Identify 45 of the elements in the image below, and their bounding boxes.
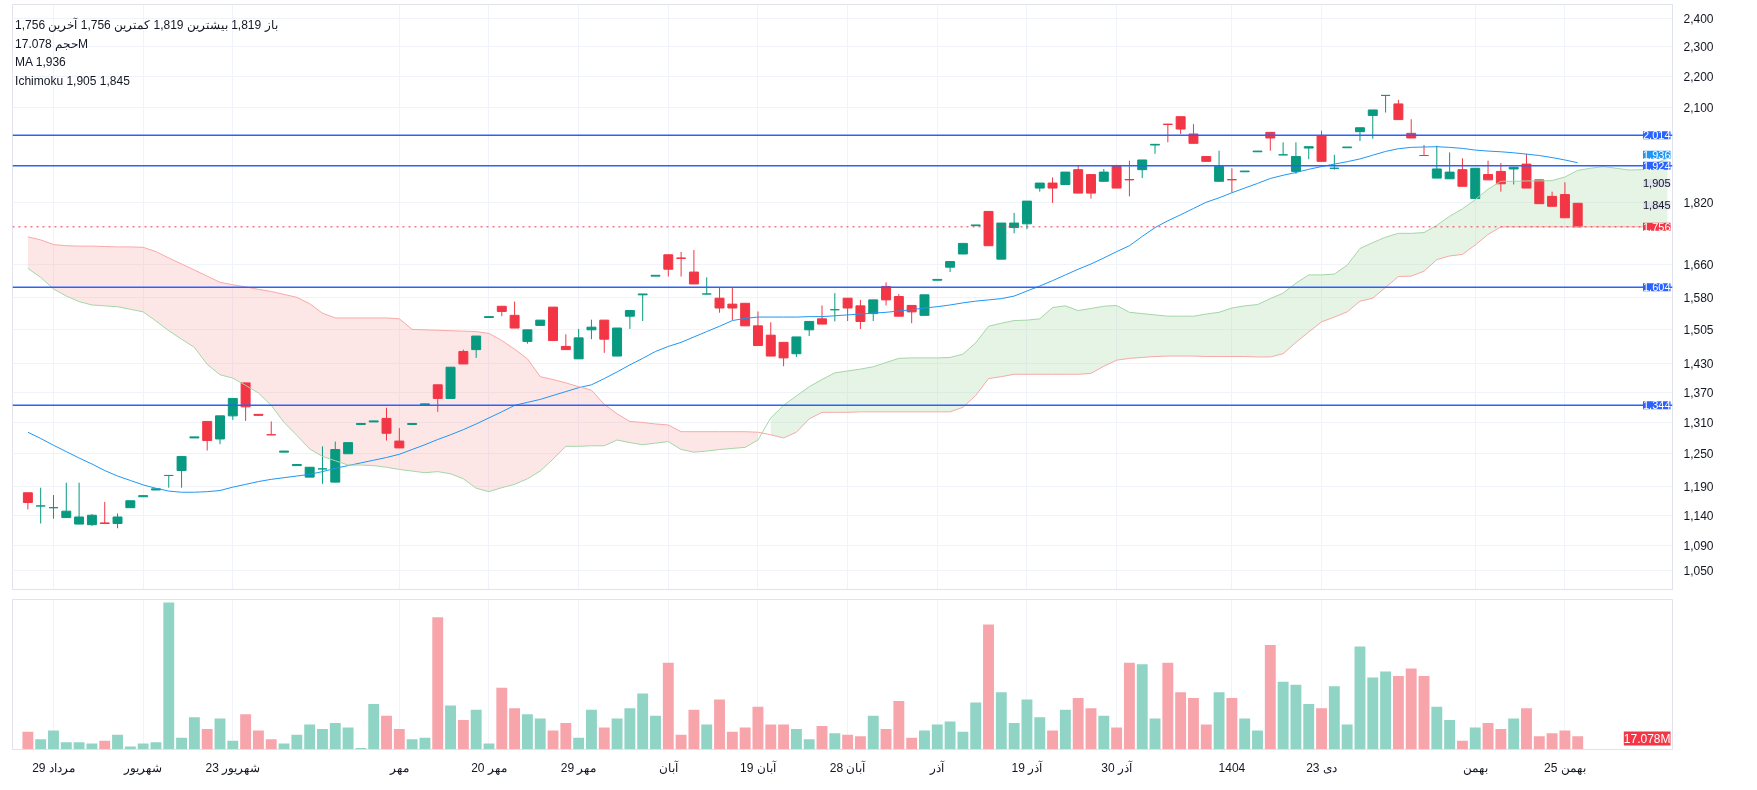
- y-tick-label: 2,100: [1683, 100, 1714, 115]
- annotation: حجم 17.078M: [15, 36, 89, 51]
- x-tick-label: 19 آبان: [740, 759, 777, 775]
- ref-line-label: 1,344: [1642, 399, 1671, 412]
- y-tick-label: 1,140: [1683, 508, 1714, 523]
- x-tick-label: آبان: [658, 759, 679, 775]
- x-tick-label: 20 مهر: [471, 760, 507, 775]
- x-tick-label: مهر: [388, 760, 409, 775]
- x-tick-label: دی 23: [1306, 760, 1337, 775]
- ref-line-label: 2,014: [1642, 129, 1671, 142]
- x-tick-label: 23 شهریور: [205, 760, 261, 775]
- y-tick-label: 1,580: [1683, 290, 1714, 305]
- x-tick-label: 28 آبان: [829, 759, 867, 775]
- y-tick-label: 1,820: [1683, 196, 1714, 211]
- x-tick-label: 29 مرداد: [32, 760, 75, 775]
- text: باز 1,819 بیشترین 1,819 کمترین 1,756 آخرین 1,756: [15, 16, 278, 32]
- x-tick-label: بهمن: [1462, 760, 1488, 775]
- y-tick-label: 2,300: [1683, 40, 1714, 55]
- y-tick-label: 1,250: [1683, 447, 1714, 462]
- y-tick-label: 2,400: [1683, 11, 1714, 26]
- y-tick-label: 1,310: [1683, 415, 1714, 430]
- x-tick-label: بهمن 25: [1544, 760, 1586, 775]
- x-tick-label: 1404: [1218, 760, 1246, 775]
- ref-line-label: 1,604: [1642, 281, 1671, 294]
- y-tick-label: 1,050: [1683, 563, 1714, 578]
- y-tick-label: 1,505: [1683, 323, 1714, 338]
- y-tick-label: 1,660: [1683, 257, 1714, 272]
- annotation: 1,936: [1642, 148, 1671, 161]
- x-tick-label: آذر: [929, 759, 946, 775]
- annotation: 1,905: [1642, 176, 1671, 189]
- y-tick-label: 1,190: [1683, 480, 1714, 495]
- x-tick-label: شهریور: [123, 760, 163, 775]
- annotation: 17.078M: [1623, 731, 1671, 746]
- annotation: MA 1,936: [15, 55, 67, 70]
- y-tick-label: 1,370: [1683, 386, 1714, 401]
- annotation: Ichimoku 1,905 1,845: [15, 74, 131, 89]
- ref-line-label: 1,924: [1642, 159, 1671, 172]
- ref-line-label: 1,756: [1642, 220, 1671, 233]
- y-tick-label: 1,430: [1683, 357, 1714, 372]
- x-tick-label: 29 مهر: [560, 760, 597, 775]
- y-tick-label: 1,090: [1683, 538, 1714, 553]
- annotation: 1,845: [1642, 199, 1671, 212]
- x-tick-label: 19 آذر: [1011, 759, 1044, 775]
- x-tick-label: 30 آذر: [1101, 759, 1133, 775]
- y-tick-label: 2,200: [1683, 69, 1714, 84]
